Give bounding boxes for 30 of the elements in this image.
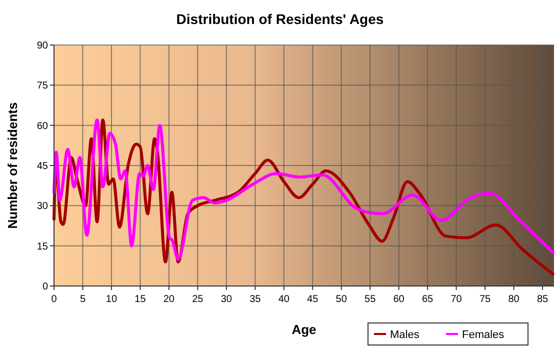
x-tick-label: 0: [51, 294, 58, 305]
x-tick-label: 45: [307, 294, 319, 305]
y-tick-label: 60: [36, 120, 48, 132]
x-tick-label: 20: [163, 294, 175, 305]
x-tick-label: 65: [422, 294, 434, 305]
x-tick-label: 15: [134, 294, 146, 305]
x-tick-label: 70: [450, 294, 462, 305]
y-tick-label: 15: [36, 241, 48, 252]
x-tick-label: 25: [192, 294, 204, 305]
x-tick-label: 80: [508, 294, 520, 305]
y-tick-label: 0: [42, 282, 48, 292]
x-tick-label: 35: [250, 294, 262, 305]
x-tick-label: 60: [393, 294, 405, 305]
x-axis-title: Age: [292, 322, 316, 337]
x-tick-label: 75: [479, 294, 492, 305]
x-tick-label: 55: [364, 294, 376, 305]
y-tick-label: 90: [36, 40, 48, 52]
x-tick-label: 40: [278, 294, 290, 305]
y-tick-label: 30: [36, 201, 48, 212]
x-tick-label: 5: [80, 294, 86, 305]
x-tick-label: 10: [106, 294, 118, 305]
x-tick-label: 30: [220, 294, 232, 305]
x-tick-label: 85: [536, 294, 549, 305]
y-axis-title: Number of residents: [5, 102, 20, 229]
legend-label: Males: [390, 329, 420, 341]
legend-label: Females: [462, 329, 505, 341]
x-tick-label: 50: [336, 294, 348, 305]
chart-title: Distribution of Residents' Ages: [176, 11, 384, 27]
y-tick-label: 75: [36, 80, 48, 92]
y-tick-label: 45: [36, 161, 48, 172]
